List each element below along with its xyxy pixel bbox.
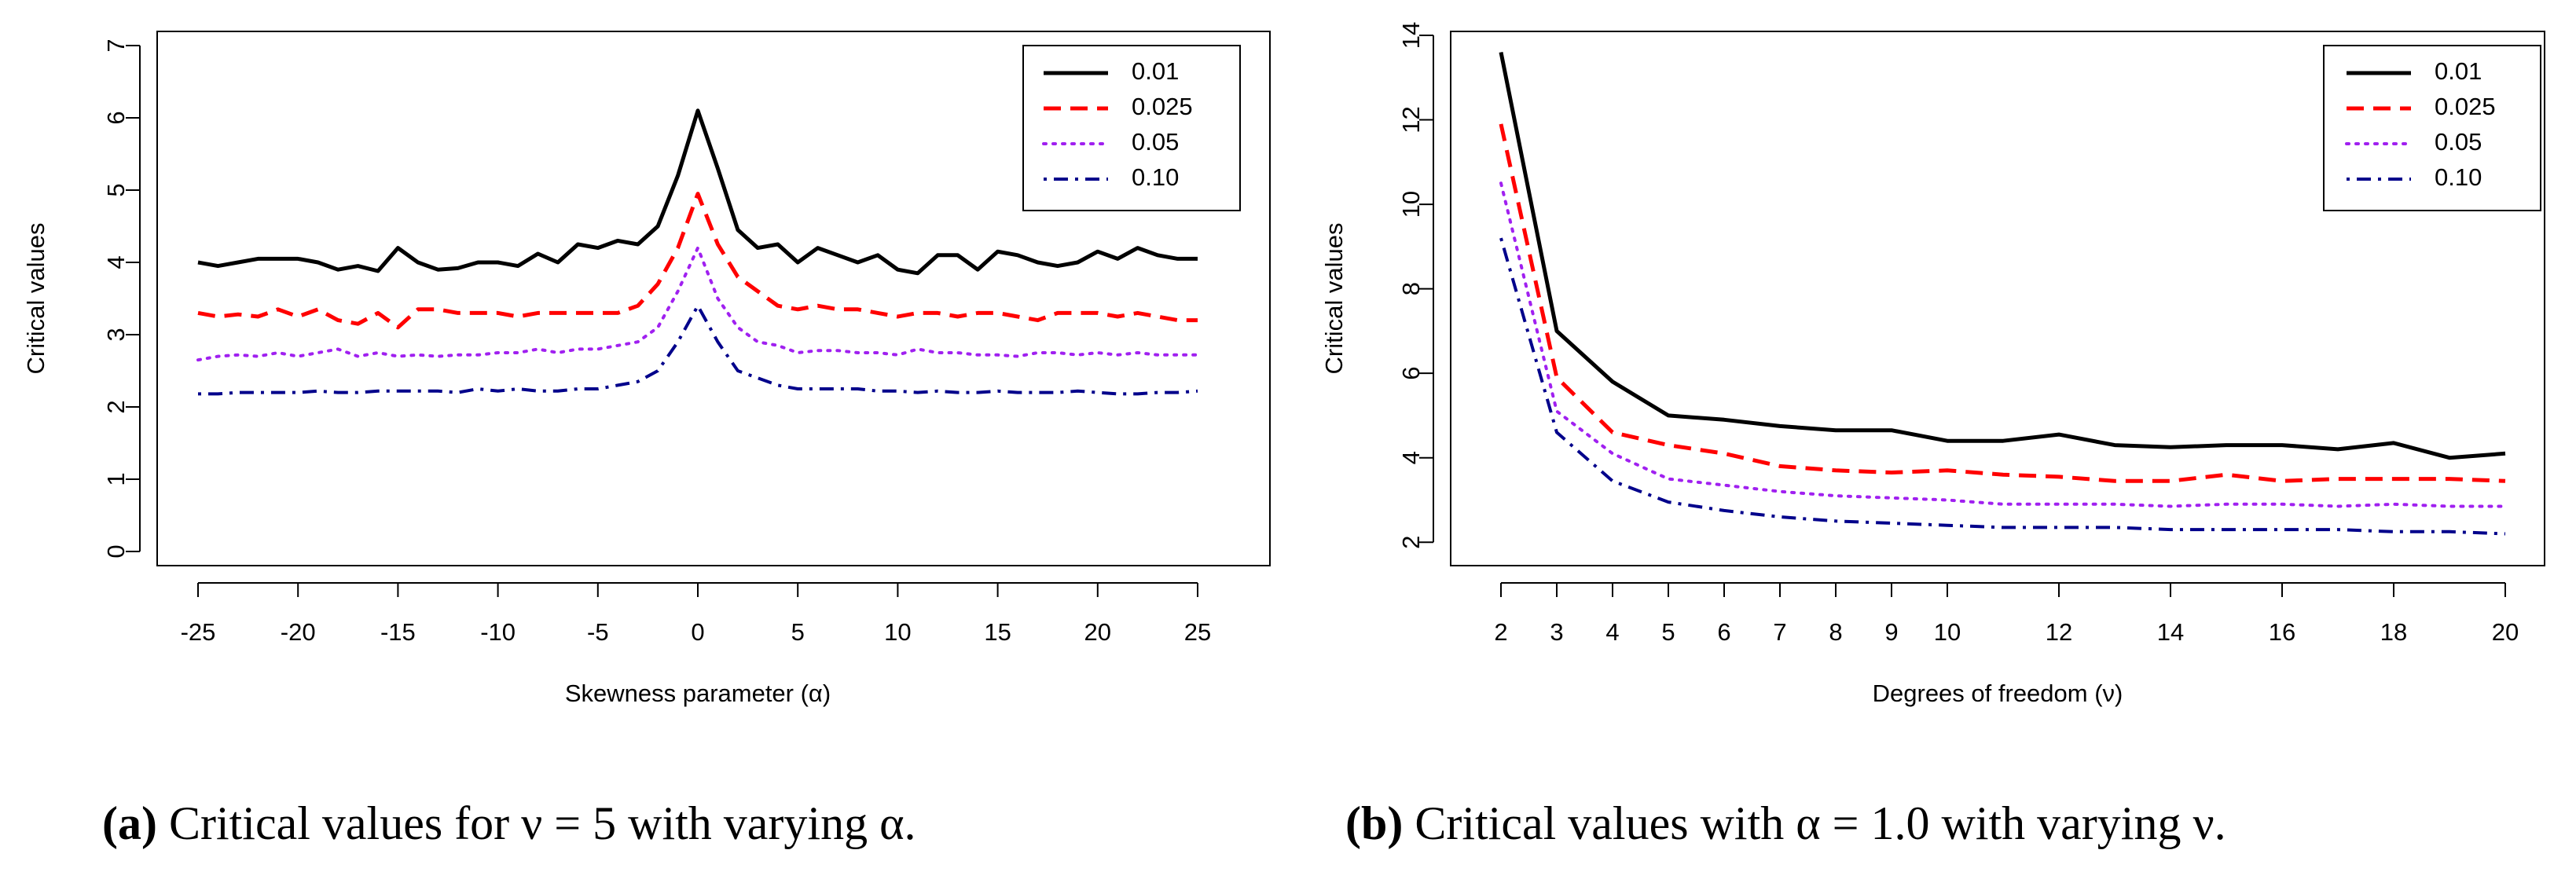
panel-a-x-axis-title: Skewness parameter (α)	[565, 680, 831, 707]
x-tick-label: 7	[1773, 618, 1786, 646]
x-tick-label: 5	[1661, 618, 1675, 646]
panel-a-series-lines	[196, 108, 1199, 396]
y-tick-label: 14	[1397, 22, 1425, 49]
y-tick-label: 3	[102, 328, 130, 341]
caption-b-letter: (b)	[1345, 797, 1403, 849]
series-line-0.10	[1499, 237, 2506, 536]
legend-label-0.10: 0.10	[2435, 163, 2482, 191]
series-line-0.025	[197, 192, 1198, 330]
x-tick-label: -5	[587, 618, 609, 646]
y-tick-label: 0	[102, 544, 130, 558]
panel-a-legend: 0.01 0.025 0.05 0.10	[1022, 45, 1241, 211]
caption-b: (b) Critical values with α = 1.0 with va…	[1345, 797, 2226, 849]
x-tick-label: 14	[2157, 618, 2184, 646]
x-tick-label: 0	[691, 618, 704, 646]
caption-a: (a) Critical values for ν = 5 with varyi…	[102, 797, 916, 849]
x-tick-label: 2	[1494, 618, 1507, 646]
panel-b-legend-box	[2323, 45, 2541, 211]
x-tick-label: 6	[1717, 618, 1730, 646]
x-tick-label: 20	[2492, 618, 2519, 646]
y-tick-label: 10	[1397, 191, 1425, 218]
x-tick-label: 10	[1934, 618, 1961, 646]
series-line-0.05	[1499, 181, 2507, 508]
y-tick-label: 8	[1397, 282, 1425, 295]
x-tick-label: -25	[181, 618, 216, 646]
x-tick-label: -20	[281, 618, 316, 646]
x-tick-label: 15	[984, 618, 1011, 646]
legend-label-0.05: 0.05	[1132, 128, 1179, 156]
y-tick-label: 4	[1397, 451, 1425, 464]
legend-label-0.05: 0.05	[2435, 128, 2482, 156]
x-tick-label: 8	[1829, 618, 1842, 646]
x-tick-label: 18	[2380, 618, 2407, 646]
panel-b-y-axis-title: Critical values	[1320, 223, 1348, 375]
x-tick-label: 9	[1884, 618, 1898, 646]
series-line-0.025	[1499, 123, 2506, 483]
y-tick-label: 6	[102, 111, 130, 124]
series-line-0.01	[1499, 52, 2506, 460]
y-tick-label: 5	[102, 183, 130, 196]
legend-label-0.10: 0.10	[1132, 163, 1179, 191]
x-tick-label: 10	[884, 618, 911, 646]
panel-a-y-axis: 0 1 2 3 4 5 6 7	[102, 38, 141, 559]
y-tick-label: 1	[102, 472, 130, 485]
panel-b-chart: 2 4 6 8 10 12 14 2 3 4 5 6 7 8 9 10 12 14 16 18 20 Critical…	[1320, 22, 2545, 707]
panel-b-plot-frame	[1450, 31, 2545, 566]
series-line-0.10	[198, 304, 1198, 396]
panel-b-legend: 0.01 0.025 0.05 0.10	[2323, 45, 2541, 211]
x-tick-label: 16	[2269, 618, 2295, 646]
panel-a-x-axis: -25 -20 -15 -10 -5 0 5 10 15 20 25	[181, 582, 1211, 646]
x-tick-label: 4	[1605, 618, 1619, 646]
panel-b-x-axis-title: Degrees of freedom (ν)	[1873, 680, 2123, 707]
x-tick-label: 20	[1084, 618, 1111, 646]
legend-label-0.01: 0.01	[1132, 57, 1179, 85]
x-tick-label: 3	[1550, 618, 1563, 646]
x-tick-label: -10	[480, 618, 516, 646]
x-tick-label: 25	[1184, 618, 1211, 646]
legend-label-0.025: 0.025	[1132, 93, 1193, 120]
panel-b-y-axis: 2 4 6 8 10 12 14	[1397, 22, 1434, 549]
y-tick-label: 2	[1397, 536, 1425, 549]
panel-a-y-axis-title: Critical values	[22, 223, 50, 375]
series-line-0.05	[196, 246, 1199, 362]
y-tick-label: 4	[102, 255, 130, 269]
caption-a-letter: (a)	[102, 797, 157, 849]
y-tick-label: 7	[102, 38, 130, 52]
caption-b-text: Critical values with α = 1.0 with varyin…	[1403, 797, 2226, 849]
y-tick-label: 12	[1397, 106, 1425, 133]
x-tick-label: 5	[791, 618, 805, 646]
panel-b-x-axis: 2 3 4 5 6 7 8 9 10 12 14 16 18 20	[1494, 582, 2519, 646]
x-tick-label: -15	[380, 618, 416, 646]
y-tick-label: 2	[102, 400, 130, 413]
caption-a-text: Critical values for ν = 5 with varying α…	[157, 797, 916, 849]
legend-label-0.01: 0.01	[2435, 57, 2482, 85]
panel-b-series-lines	[1499, 52, 2507, 536]
y-tick-label: 6	[1397, 367, 1425, 380]
legend-label-0.025: 0.025	[2435, 93, 2496, 120]
x-tick-label: 12	[2046, 618, 2072, 646]
panel-a-chart: 0 1 2 3 4 5 6 7 -25 -20 -15 -10 -5 0 5 10 15 20 25 Critic…	[22, 31, 1271, 707]
panel-a-plot-frame	[156, 31, 1271, 566]
series-line-0.01	[197, 108, 1198, 276]
